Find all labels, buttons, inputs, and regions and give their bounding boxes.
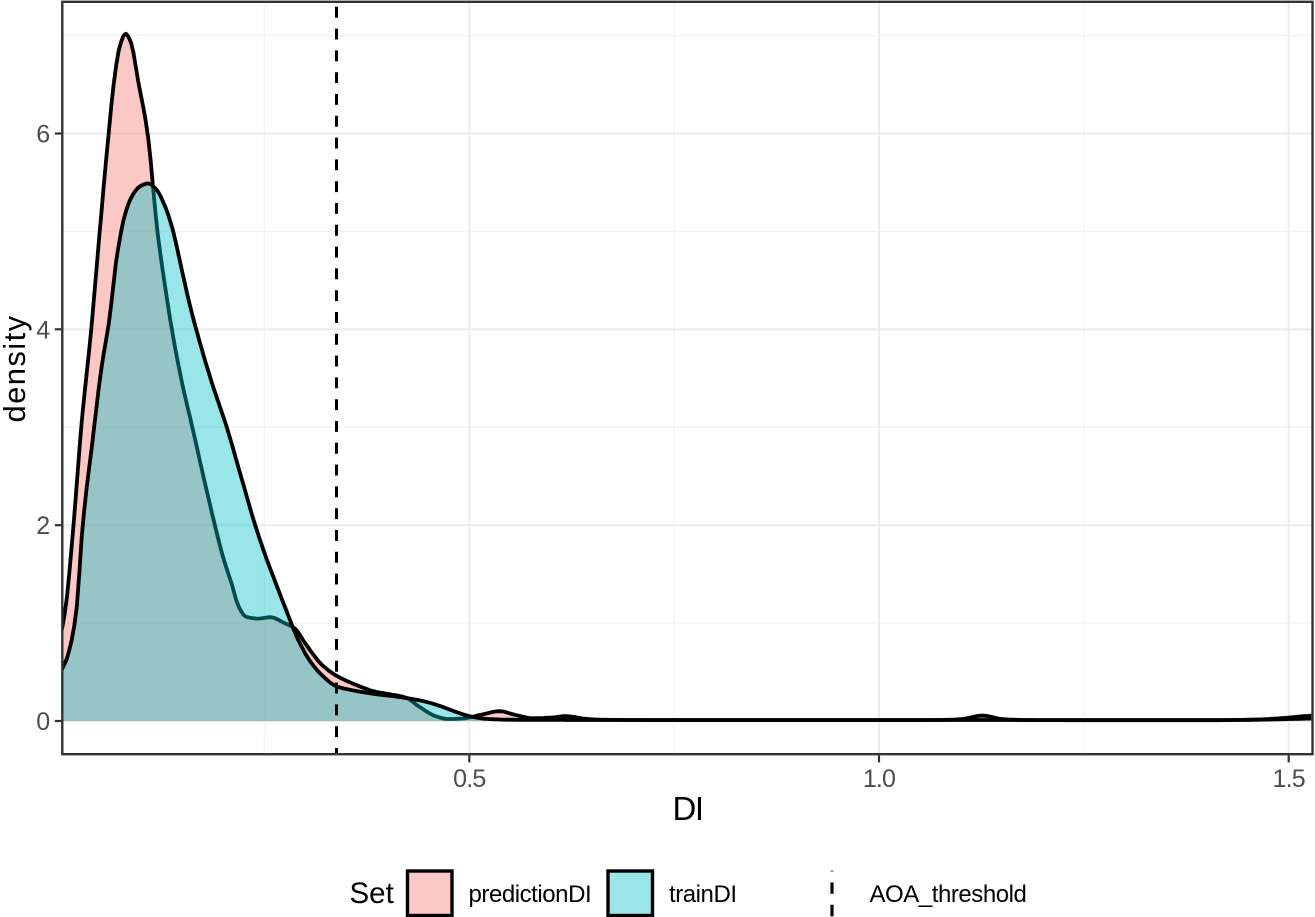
svg-text:Set: Set xyxy=(350,877,394,910)
svg-text:0.5: 0.5 xyxy=(453,765,485,793)
svg-text:density: density xyxy=(0,314,32,422)
svg-text:trainDI: trainDI xyxy=(669,881,737,908)
svg-text:predictionDI: predictionDI xyxy=(469,881,592,908)
svg-text:2: 2 xyxy=(36,512,50,540)
svg-text:AOA_threshold: AOA_threshold xyxy=(870,881,1027,908)
svg-text:1.5: 1.5 xyxy=(1273,765,1305,793)
svg-text:1.0: 1.0 xyxy=(863,765,895,793)
svg-text:6: 6 xyxy=(36,121,50,149)
svg-text:4: 4 xyxy=(36,316,50,344)
svg-text:DI: DI xyxy=(673,790,703,827)
svg-text:0: 0 xyxy=(36,708,50,736)
